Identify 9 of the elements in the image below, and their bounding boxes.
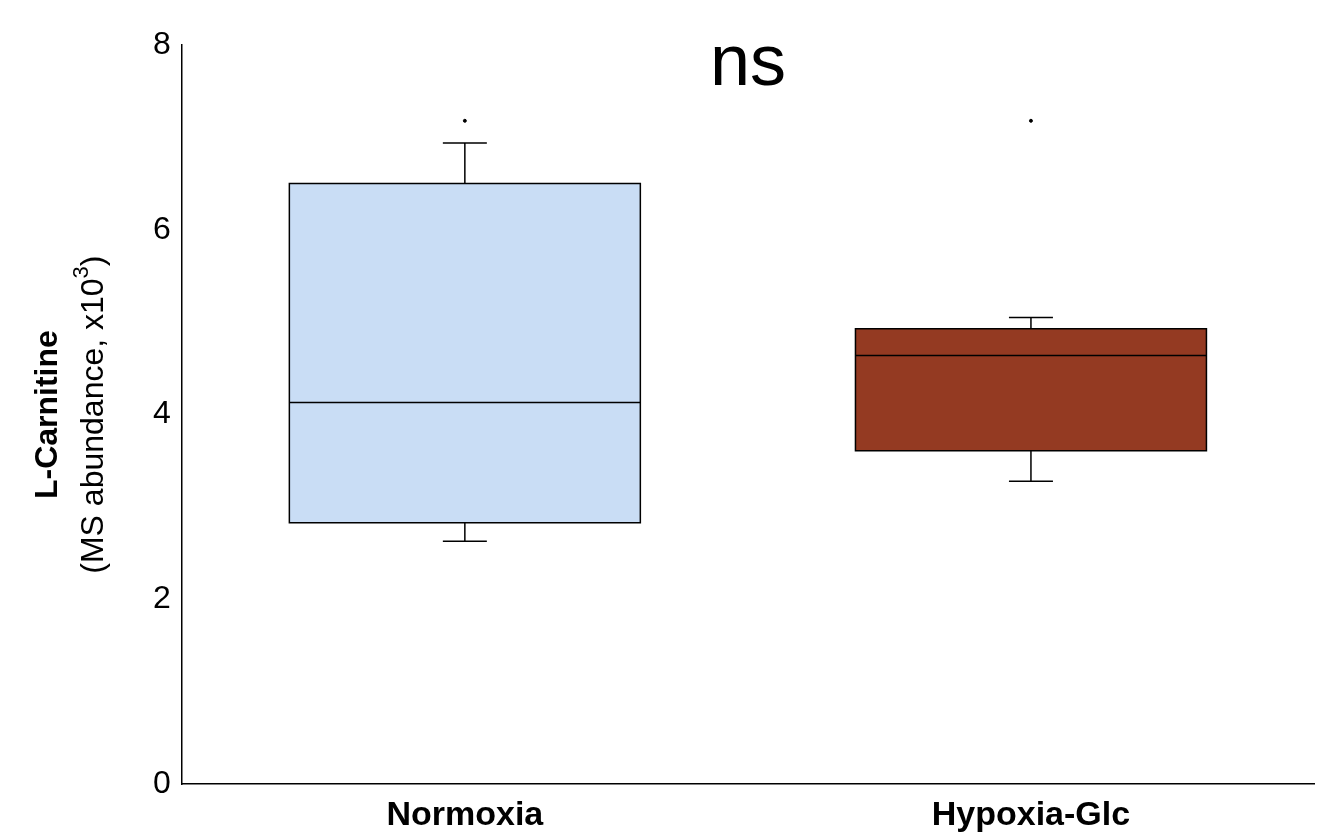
x-tick-label: Normoxia	[386, 793, 545, 832]
x-tick-label: Hypoxia-Glc	[931, 793, 1131, 832]
y-tick-label: 2	[153, 579, 171, 616]
annotation: ns	[709, 19, 786, 100]
y-axis-title: L-Carnitine (MS abundance, x103)	[27, 255, 110, 574]
y-tick-label: 8	[153, 24, 171, 61]
y-tick-label: 0	[153, 764, 171, 801]
y-tick-label: 6	[153, 209, 171, 246]
y-tick-label: 4	[153, 394, 171, 431]
